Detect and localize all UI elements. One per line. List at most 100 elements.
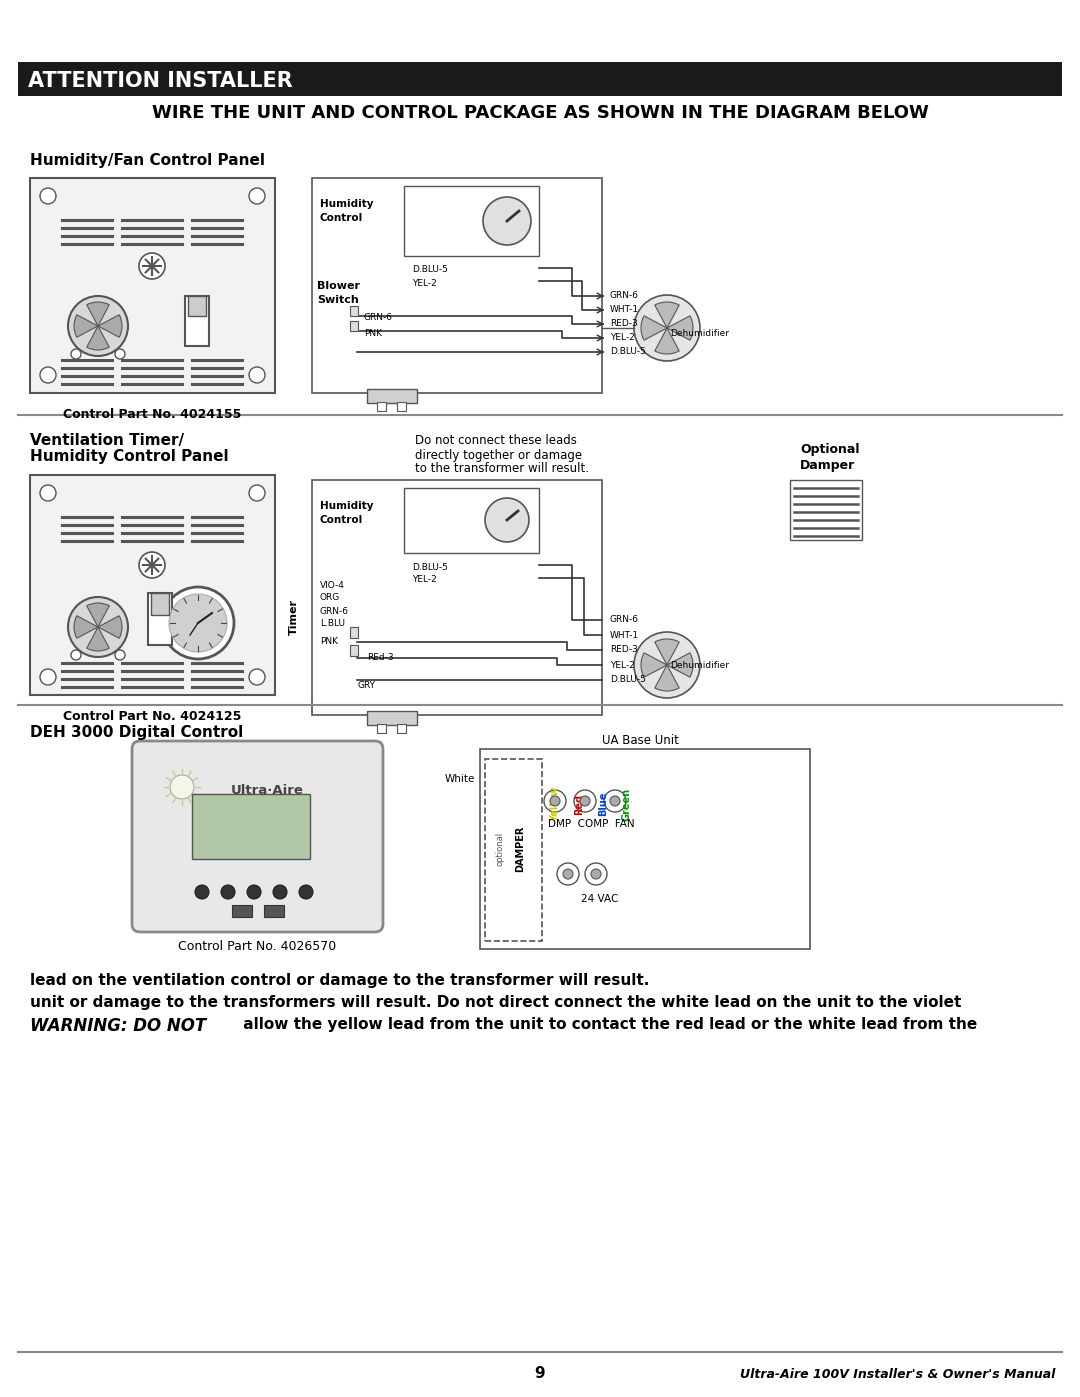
Bar xyxy=(377,724,386,733)
Text: WIRE THE UNIT AND CONTROL PACKAGE AS SHOWN IN THE DIAGRAM BELOW: WIRE THE UNIT AND CONTROL PACKAGE AS SHO… xyxy=(151,103,929,122)
Text: L.BLU: L.BLU xyxy=(320,619,345,629)
Text: ORG: ORG xyxy=(320,594,340,602)
Text: Dehumidifier: Dehumidifier xyxy=(670,661,729,669)
Text: Yellow: Yellow xyxy=(550,787,561,821)
Text: YEL-2: YEL-2 xyxy=(411,576,436,584)
Circle shape xyxy=(71,349,81,359)
Bar xyxy=(188,296,206,316)
Circle shape xyxy=(610,796,620,806)
FancyBboxPatch shape xyxy=(132,740,383,932)
Text: allow the yellow lead from the unit to contact the red lead or the white lead fr: allow the yellow lead from the unit to c… xyxy=(238,1017,977,1032)
Bar xyxy=(485,759,542,942)
Bar xyxy=(480,749,810,949)
Text: Humidity: Humidity xyxy=(320,502,374,511)
Circle shape xyxy=(139,552,165,578)
Circle shape xyxy=(634,295,700,360)
Text: Timer: Timer xyxy=(289,599,299,636)
Text: WHT-1: WHT-1 xyxy=(610,306,639,314)
Bar xyxy=(350,627,357,638)
Circle shape xyxy=(40,367,56,383)
Wedge shape xyxy=(86,326,109,351)
Circle shape xyxy=(580,796,590,806)
Text: Control Part No. 4024125: Control Part No. 4024125 xyxy=(63,711,241,724)
Wedge shape xyxy=(667,316,693,341)
Text: WHT-1: WHT-1 xyxy=(610,630,639,640)
Circle shape xyxy=(273,886,287,900)
Text: D.BLU-5: D.BLU-5 xyxy=(411,265,448,274)
Text: White: White xyxy=(445,774,475,784)
Bar xyxy=(18,61,1062,96)
Circle shape xyxy=(249,189,265,204)
Bar xyxy=(789,481,862,541)
Text: Damper: Damper xyxy=(800,458,855,472)
Circle shape xyxy=(249,485,265,502)
Wedge shape xyxy=(654,302,679,328)
Text: REd-3: REd-3 xyxy=(367,654,393,662)
Circle shape xyxy=(563,869,573,879)
Text: Control: Control xyxy=(320,212,363,224)
Bar xyxy=(148,592,172,645)
Text: RED-3: RED-3 xyxy=(610,645,638,655)
Circle shape xyxy=(591,869,600,879)
Bar xyxy=(232,905,252,916)
Bar xyxy=(350,321,357,331)
Text: Do not connect these leads: Do not connect these leads xyxy=(415,434,577,447)
Text: Control Part No. 4026570: Control Part No. 4026570 xyxy=(178,940,336,953)
Text: Humidity: Humidity xyxy=(320,198,374,210)
Circle shape xyxy=(585,863,607,886)
Text: lead on the ventilation control or damage to the transformer will result.: lead on the ventilation control or damag… xyxy=(30,972,649,988)
Text: 24 VAC: 24 VAC xyxy=(581,894,619,904)
Circle shape xyxy=(68,296,129,356)
Circle shape xyxy=(40,485,56,502)
Wedge shape xyxy=(98,314,122,337)
Circle shape xyxy=(299,886,313,900)
Circle shape xyxy=(195,886,210,900)
Text: Optional: Optional xyxy=(800,443,860,457)
Circle shape xyxy=(221,886,235,900)
Text: D.BLU-5: D.BLU-5 xyxy=(610,676,646,685)
Bar xyxy=(312,481,602,715)
Text: D.BLU-5: D.BLU-5 xyxy=(610,348,646,356)
Text: WARNING: DO NOT: WARNING: DO NOT xyxy=(30,1017,206,1035)
Circle shape xyxy=(550,796,561,806)
Text: Blue: Blue xyxy=(598,792,608,816)
Bar xyxy=(185,296,210,346)
Text: RED-3: RED-3 xyxy=(610,320,638,328)
Bar xyxy=(350,645,357,657)
Wedge shape xyxy=(86,604,109,627)
Text: Switch: Switch xyxy=(318,295,359,305)
Text: directly together or damage: directly together or damage xyxy=(415,448,582,461)
Text: D.BLU-5: D.BLU-5 xyxy=(411,563,448,571)
Wedge shape xyxy=(667,652,693,678)
Circle shape xyxy=(485,497,529,542)
Text: VIO-4: VIO-4 xyxy=(320,581,345,590)
Circle shape xyxy=(604,789,626,812)
Text: UA Base Unit: UA Base Unit xyxy=(602,735,678,747)
Text: GRY: GRY xyxy=(357,680,375,690)
Circle shape xyxy=(249,367,265,383)
Circle shape xyxy=(573,789,596,812)
Bar xyxy=(397,724,406,733)
Bar xyxy=(367,711,417,725)
Bar xyxy=(377,402,386,411)
Wedge shape xyxy=(654,665,679,692)
Text: DAMPER: DAMPER xyxy=(515,826,525,872)
Circle shape xyxy=(634,631,700,698)
Text: PNK: PNK xyxy=(320,637,338,647)
Text: unit or damage to the transformers will result. Do not direct connect the white : unit or damage to the transformers will … xyxy=(30,995,961,1010)
Circle shape xyxy=(71,650,81,659)
Circle shape xyxy=(114,349,125,359)
Circle shape xyxy=(247,886,261,900)
Circle shape xyxy=(168,594,227,652)
Bar xyxy=(264,905,284,916)
Bar xyxy=(367,388,417,402)
Circle shape xyxy=(249,669,265,685)
Text: PNK: PNK xyxy=(364,328,382,338)
Bar xyxy=(151,592,168,615)
Circle shape xyxy=(139,253,165,279)
Text: Blower: Blower xyxy=(318,281,360,291)
Wedge shape xyxy=(75,616,98,638)
Text: GRN-6: GRN-6 xyxy=(320,606,349,616)
Circle shape xyxy=(557,863,579,886)
Wedge shape xyxy=(75,314,98,337)
